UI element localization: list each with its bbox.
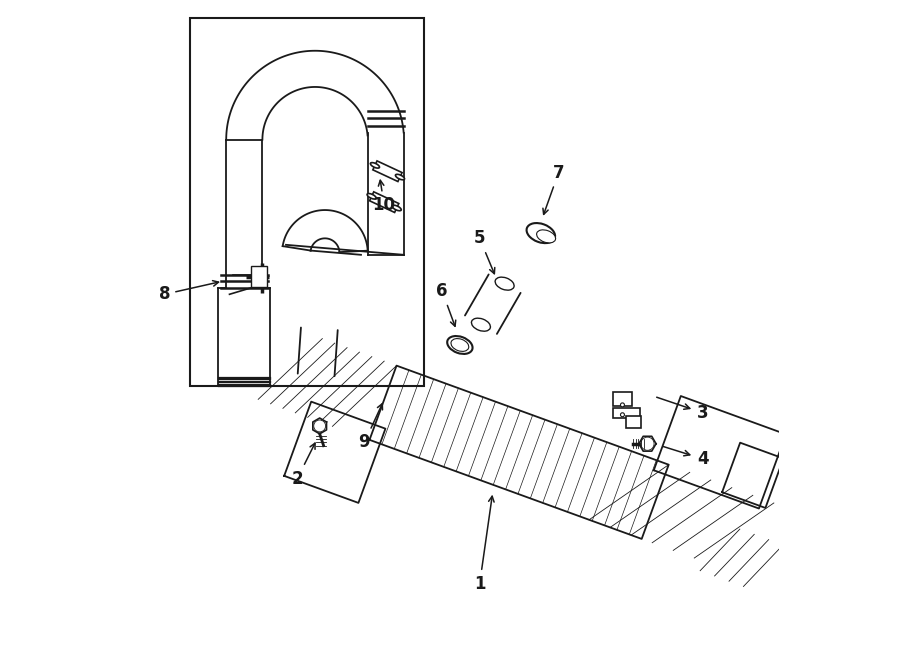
Ellipse shape bbox=[447, 336, 473, 354]
Text: 7: 7 bbox=[543, 163, 564, 214]
Ellipse shape bbox=[392, 205, 401, 211]
Bar bbox=[626, 416, 641, 428]
Ellipse shape bbox=[367, 194, 376, 199]
Polygon shape bbox=[298, 328, 338, 376]
Text: 3: 3 bbox=[657, 397, 708, 422]
Polygon shape bbox=[465, 274, 520, 334]
Text: 10: 10 bbox=[373, 180, 396, 214]
Polygon shape bbox=[373, 161, 402, 182]
Ellipse shape bbox=[620, 403, 625, 407]
Text: 4: 4 bbox=[663, 447, 708, 468]
Ellipse shape bbox=[451, 338, 469, 352]
Polygon shape bbox=[370, 192, 399, 212]
Text: 8: 8 bbox=[158, 281, 219, 303]
Ellipse shape bbox=[371, 163, 380, 168]
Ellipse shape bbox=[495, 277, 514, 290]
Text: 1: 1 bbox=[474, 496, 494, 593]
Ellipse shape bbox=[472, 318, 491, 331]
Text: 6: 6 bbox=[436, 282, 455, 327]
Ellipse shape bbox=[395, 175, 404, 180]
Bar bbox=[190, 18, 424, 387]
Ellipse shape bbox=[536, 230, 555, 243]
Ellipse shape bbox=[314, 420, 326, 432]
Bar bbox=[613, 408, 640, 418]
Ellipse shape bbox=[620, 412, 625, 416]
Bar bbox=[250, 266, 267, 287]
Bar bbox=[613, 392, 632, 407]
Text: 2: 2 bbox=[292, 443, 315, 488]
Text: 5: 5 bbox=[474, 229, 495, 274]
Ellipse shape bbox=[526, 223, 555, 243]
Ellipse shape bbox=[641, 437, 654, 450]
Text: 9: 9 bbox=[358, 404, 382, 451]
